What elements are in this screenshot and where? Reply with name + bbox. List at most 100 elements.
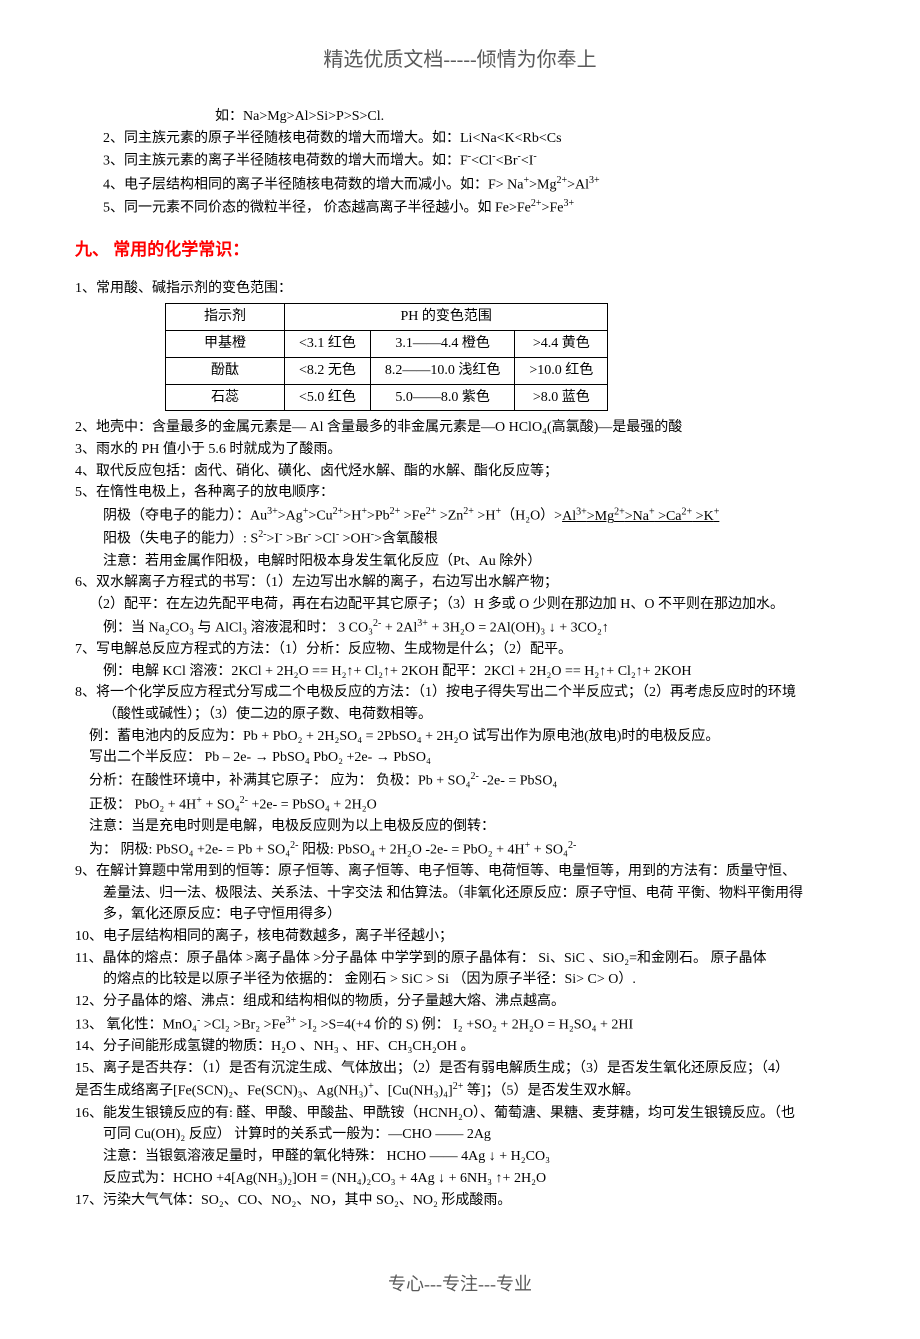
item-12: 12、分子晶体的熔、沸点：组成和结构相似的物质，分子量越大熔、沸点越高。 [75, 991, 845, 1013]
item-8e: 分析：在酸性环境中，补满其它原子： 应为： 负极：Pb + SO₄2- -2e-… [75, 769, 845, 792]
item-15b: 是否生成络离子[Fe(SCN)₂、Fe(SCN)₃、Ag(NH₃)+、[Cu(N… [75, 1079, 845, 1102]
text: （H₂O）> [501, 509, 562, 524]
text: + 2Al [381, 620, 417, 635]
rule-5: 5、同一元素不同价态的微粒半径， 价态越高离子半径越小。如 Fe>Fe2+>Fe… [75, 196, 845, 219]
text: >Zn [436, 509, 463, 524]
text: >Fe [542, 201, 564, 216]
text: >Mg [529, 177, 556, 192]
text: >Cl₂ >Br₂ >Fe [200, 1017, 285, 1032]
page-footer: 专心---专注---专业 [75, 1271, 845, 1299]
text: >含氧酸根 [374, 532, 438, 547]
item-11b: 的熔点的比较是以原子半径为依据的： 金刚石 > SiC > Si （因为原子半径… [75, 969, 845, 991]
item-7b: 例：电解 KCl 溶液：2KCl + 2H₂O == H₂↑+ Cl₂↑+ 2K… [75, 661, 845, 683]
text: <Br [496, 154, 518, 169]
text: >Na [625, 509, 649, 524]
item-5c: 注意：若用金属作阳极，电解时阳极本身发生氧化反应（Pt、Au 除外） [75, 551, 845, 573]
cell: <5.0 红色 [285, 384, 371, 411]
item-7: 7、写电解总反应方程式的方法：（1）分析：反应物、生成物是什么；（2）配平。 [75, 639, 845, 661]
page-header: 精选优质文档-----倾情为你奉上 [75, 45, 845, 76]
text: 正极： PbO₂ + 4H [89, 797, 196, 812]
text: >Fe [400, 509, 425, 524]
cell: 石蕊 [166, 384, 285, 411]
text: >K [692, 509, 714, 524]
item-6: 6、双水解离子方程式的书写：（1）左边写出水解的离子，右边写出水解产物； [75, 572, 845, 594]
item-6c: 例：当 Na₂CO₃ 与 AlCl₃ 溶液混和时： 3 CO₃2- + 2Al3… [75, 616, 845, 639]
text: >H [474, 509, 496, 524]
item-4: 4、取代反应包括：卤代、硝化、磺化、卤代烃水解、酯的水解、酯化反应等； [75, 461, 845, 483]
cell: <8.2 无色 [285, 357, 371, 384]
table-row: 甲基橙 <3.1 红色 3.1——4.4 橙色 >4.4 黄色 [166, 331, 608, 358]
ph-indicator-table: 指示剂 PH 的变色范围 甲基橙 <3.1 红色 3.1——4.4 橙色 >4.… [165, 303, 608, 411]
item-5a: 阴极（夺电子的能力）：Au3+>Ag+>Cu2+>H+>Pb2+ >Fe2+ >… [75, 504, 845, 527]
item-10: 10、电子层结构相同的离子，核电荷数越多，离子半径越小； [75, 926, 845, 948]
item-8f: 正极： PbO₂ + 4H+ + SO₄2- +2e- = PbSO₄ + 2H… [75, 793, 845, 816]
text: 例：当 Na₂CO₃ 与 AlCl₃ 溶液混和时： 3 CO₃ [103, 620, 373, 635]
text: >OH [339, 532, 371, 547]
text: >Ca [655, 509, 682, 524]
text: >I [267, 532, 280, 547]
cell: 8.2——10.0 浅红色 [370, 357, 515, 384]
text: + 3H₂O = 2Al(OH)₃ ↓ + 3CO₂↑ [428, 620, 609, 635]
item-5b: 阳极（失电子的能力）: S2->I- >Br- >Cl- >OH->含氧酸根 [75, 527, 845, 550]
item-13: 13、 氧化性：MnO₄- >Cl₂ >Br₂ >Fe3+ >I₂ >S=4(+… [75, 1013, 845, 1036]
text: >Al [567, 177, 589, 192]
text: -2e- = PbSO₄ [479, 774, 558, 789]
rule-4: 4、电子层结构相同的离子半径随核电荷数的增大而减小。如：F> Na+>Mg2+>… [75, 173, 845, 196]
th-range: PH 的变色范围 [285, 304, 608, 331]
text: + SO₄ [530, 842, 568, 857]
cell: >4.4 黄色 [515, 331, 608, 358]
cell: 3.1——4.4 橙色 [370, 331, 515, 358]
th-indicator: 指示剂 [166, 304, 285, 331]
item-11: 11、晶体的熔点：原子晶体 >离子晶体 >分子晶体 中学学到的原子晶体有： Si… [75, 948, 845, 970]
rule-2: 2、同主族元素的原子半径随核电荷数的增大而增大。如：Li<Na<K<Rb<Cs [75, 128, 845, 150]
text: +2e- = PbSO₄ + 2H₂O [248, 797, 377, 812]
text: 阴极（夺电子的能力）：Au [103, 509, 267, 524]
example-line: 如：Na>Mg>Al>Si>P>S>Cl. [75, 106, 845, 128]
item-8: 8、将一个化学反应方程式分写成二个电极反应的方法：（1）按电子得失写出二个半反应… [75, 682, 845, 704]
item-8c: 例：蓄电池内的反应为：Pb + PbO₂ + 2H₂SO₄ = 2PbSO₄ +… [75, 726, 845, 748]
cell: 酚酞 [166, 357, 285, 384]
text: >Br [282, 532, 307, 547]
text: >Pb [367, 509, 390, 524]
item-8h: 为： 阴极: PbSO₄ +2e- = Pb + SO₄2- 阳极: PbSO₄… [75, 838, 845, 861]
item-9b: 差量法、归一法、极限法、关系法、十字交法 和估算法。（非氧化还原反应：原子守恒、… [75, 883, 845, 905]
item-8b: （酸性或碱性）；（3）使二边的原子数、电荷数相等。 [75, 704, 845, 726]
item-16: 16、能发生银镜反应的有: 醛、甲酸、甲酸盐、甲酰铵（HCNH₂O）、葡萄溏、果… [75, 1103, 845, 1125]
item-17: 17、污染大气气体：SO₂、CO、NO₂、NO，其中 SO₂、NO₂ 形成酸雨。 [75, 1190, 845, 1212]
rule-3: 3、同主族元素的离子半径随核电荷数的增大而增大。如：F-<Cl-<Br-<I- [75, 149, 845, 172]
table-row: 酚酞 <8.2 无色 8.2——10.0 浅红色 >10.0 红色 [166, 357, 608, 384]
text: 是否生成络离子[Fe(SCN)₂、Fe(SCN)₃、Ag(NH₃) [75, 1084, 368, 1099]
text: 3、同主族元素的离子半径随核电荷数的增大而增大。如：F [103, 154, 468, 169]
item-3: 3、雨水的 PH 值小于 5.6 时就成为了酸雨。 [75, 439, 845, 461]
item-2: 2、地壳中：含量最多的金属元素是— Al 含量最多的非金属元素是—O HClO₄… [75, 417, 845, 439]
cell: <3.1 红色 [285, 331, 371, 358]
item-9c: 多，氧化还原反应：电子守恒用得多） [75, 904, 845, 926]
item-16d: 反应式为：HCHO +4[Ag(NH₃)₂]OH = (NH₄)₂CO₃ + 4… [75, 1168, 845, 1190]
text: + SO₄ [202, 797, 240, 812]
document-page: 精选优质文档-----倾情为你奉上 如：Na>Mg>Al>Si>P>S>Cl. … [0, 0, 920, 1339]
text: 、[Cu(NH₃)₄] [374, 1084, 453, 1099]
table-row: 指示剂 PH 的变色范围 [166, 304, 608, 331]
text: 4、电子层结构相同的离子半径随核电荷数的增大而减小。如：F> Na [103, 177, 524, 192]
table-row: 石蕊 <5.0 红色 5.0——8.0 紫色 >8.0 蓝色 [166, 384, 608, 411]
item-6b: （2）配平：在左边先配平电荷，再在右边配平其它原子；（3）H 多或 O 少则在那… [75, 594, 845, 616]
item-9: 9、在解计算题中常用到的恒等：原子恒等、离子恒等、电子恒等、电荷恒等、电量恒等，… [75, 861, 845, 883]
cell: 甲基橙 [166, 331, 285, 358]
text: Al [562, 509, 576, 524]
item-5: 5、在惰性电极上，各种离子的放电顺序： [75, 482, 845, 504]
text: 阳极（失电子的能力）: S [103, 532, 258, 547]
text: 阳极: PbSO₄ + 2H₂O -2e- = PbO₂ + 4H [298, 842, 524, 857]
text: >Ag [278, 509, 303, 524]
item-8g: 注意：当是充电时则是电解，电极反应则为以上电极反应的倒转： [75, 816, 845, 838]
text: 等]；（5）是否发生双水解。 [463, 1084, 639, 1099]
text: >H [343, 509, 361, 524]
text: >I₂ >S=4(+4 价的 S) 例： I₂ +SO₂ + 2H₂O = H₂… [296, 1017, 633, 1032]
text: 为： 阴极: PbSO₄ +2e- = Pb + SO₄ [89, 842, 290, 857]
text: <Cl [471, 154, 492, 169]
item-1: 1、常用酸、碱指示剂的变色范围： [75, 278, 845, 300]
text: 5、同一元素不同价态的微粒半径， 价态越高离子半径越小。如 Fe>Fe [103, 201, 531, 216]
cell: >8.0 蓝色 [515, 384, 608, 411]
text: 13、 氧化性：MnO₄ [75, 1017, 197, 1032]
text: >Cl [311, 532, 336, 547]
item-14: 14、分子间能形成氢键的物质：H₂O 、NH₃ 、HF、CH₃CH₂OH 。 [75, 1036, 845, 1058]
